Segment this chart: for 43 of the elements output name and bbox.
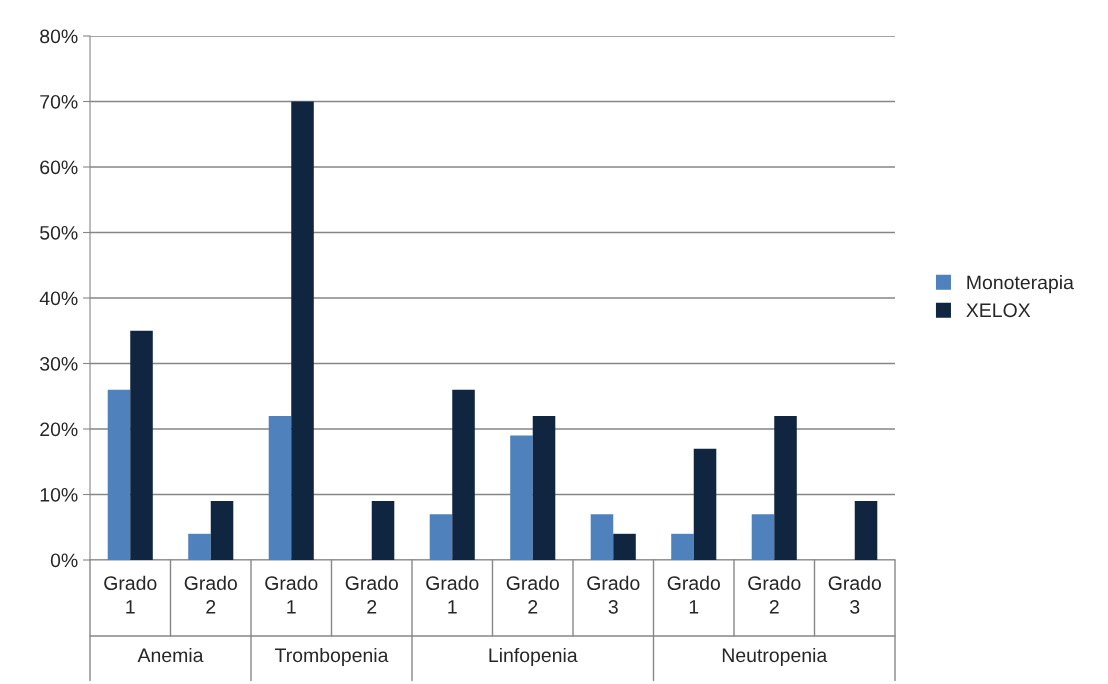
bar [291, 101, 314, 560]
bar [590, 514, 614, 560]
y-tick-label: 10% [40, 487, 78, 502]
x-tick-label: Grado 1 [104, 575, 157, 614]
y-tick-label: 40% [39, 291, 78, 306]
bar [210, 501, 234, 560]
bar [188, 533, 211, 560]
x-tick-label: Grado 2 [184, 575, 237, 614]
bar [854, 501, 878, 560]
bar [452, 389, 475, 560]
bar [532, 415, 556, 560]
x-tick-label: Grado 2 [345, 575, 398, 614]
x-tick-label: Grado 2 [748, 575, 801, 614]
x-tick-label: Grado 1 [265, 575, 318, 614]
x-tick-label: Grado 2 [506, 575, 559, 614]
y-tick-label: 80% [40, 29, 78, 44]
y-tick-label: 20% [40, 422, 78, 437]
x-tick-label: Grado 3 [828, 575, 881, 614]
bar [371, 501, 395, 560]
bar [107, 389, 131, 560]
bar [671, 533, 694, 560]
text: Linfopenia [489, 647, 578, 666]
y-tick-label: 30% [40, 356, 78, 371]
y-tick-label: 0% [50, 553, 78, 568]
text: Anemia [137, 647, 204, 663]
bar [130, 330, 153, 560]
legend-label: XELOX [966, 303, 1031, 318]
bar [510, 435, 533, 560]
bar [751, 514, 775, 560]
x-tick-label: Grado 3 [587, 575, 640, 614]
bar [268, 415, 292, 560]
x-tick-label: Grado 1 [426, 575, 479, 614]
y-tick-label: 60% [40, 160, 78, 175]
x-tick-label: Grado 1 [667, 575, 720, 614]
y-tick-label: 70% [40, 94, 78, 109]
bar [693, 448, 717, 560]
text: Trombopenia [275, 647, 389, 666]
bar [774, 415, 797, 560]
y-tick-label: 50% [40, 225, 78, 240]
text: Neutropenia [722, 647, 828, 666]
legend-label: Monoterapia [967, 275, 1074, 294]
bar [613, 533, 636, 560]
bar [429, 514, 453, 560]
